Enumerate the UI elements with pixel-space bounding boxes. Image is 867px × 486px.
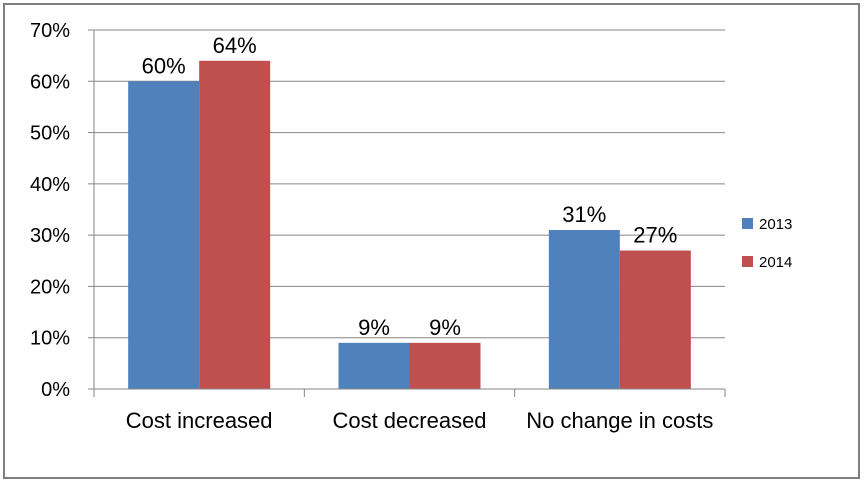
data-labels: 60% 64% 9% 9% 31% 27% — [142, 33, 678, 340]
y-tick-label: 40% — [30, 174, 70, 196]
legend-label: 2014 — [759, 254, 792, 271]
x-tick-label: Cost increased — [126, 408, 273, 433]
data-label: 60% — [142, 53, 186, 78]
legend-swatch-2013 — [742, 218, 753, 229]
y-tick-label: 30% — [30, 225, 70, 247]
y-tick-label: 10% — [30, 328, 70, 350]
x-tick-label: Cost decreased — [332, 408, 486, 433]
bar-2014-2 — [409, 342, 481, 389]
y-tick-label: 60% — [30, 71, 70, 93]
legend-label: 2013 — [759, 216, 792, 233]
bar-2013-2 — [338, 342, 410, 389]
y-tick-label: 20% — [30, 276, 70, 298]
data-label: 9% — [358, 315, 390, 340]
data-label: 27% — [633, 223, 677, 248]
bars — [128, 60, 691, 390]
bar-2013-1 — [128, 81, 200, 390]
bar-2014-1 — [199, 60, 271, 390]
x-axis — [88, 29, 726, 397]
data-label: 31% — [562, 202, 606, 227]
legend-swatch-2014 — [742, 256, 753, 267]
data-label: 9% — [429, 315, 461, 340]
y-tick-label: 70% — [30, 20, 70, 42]
legend: 2013 2014 — [742, 216, 792, 271]
x-tick-label: No change in costs — [526, 408, 713, 433]
bar-2013-3 — [548, 230, 620, 389]
x-axis-tick-labels: Cost increased Cost decreased No change in… — [126, 408, 714, 433]
y-tick-label: 50% — [30, 123, 70, 145]
bar-2014-3 — [619, 250, 691, 389]
y-axis-tick-labels: 0% 10% 20% 30% 40% 50% 60% 70% — [30, 20, 70, 401]
data-label: 64% — [213, 33, 257, 58]
y-tick-label: 0% — [41, 379, 70, 401]
